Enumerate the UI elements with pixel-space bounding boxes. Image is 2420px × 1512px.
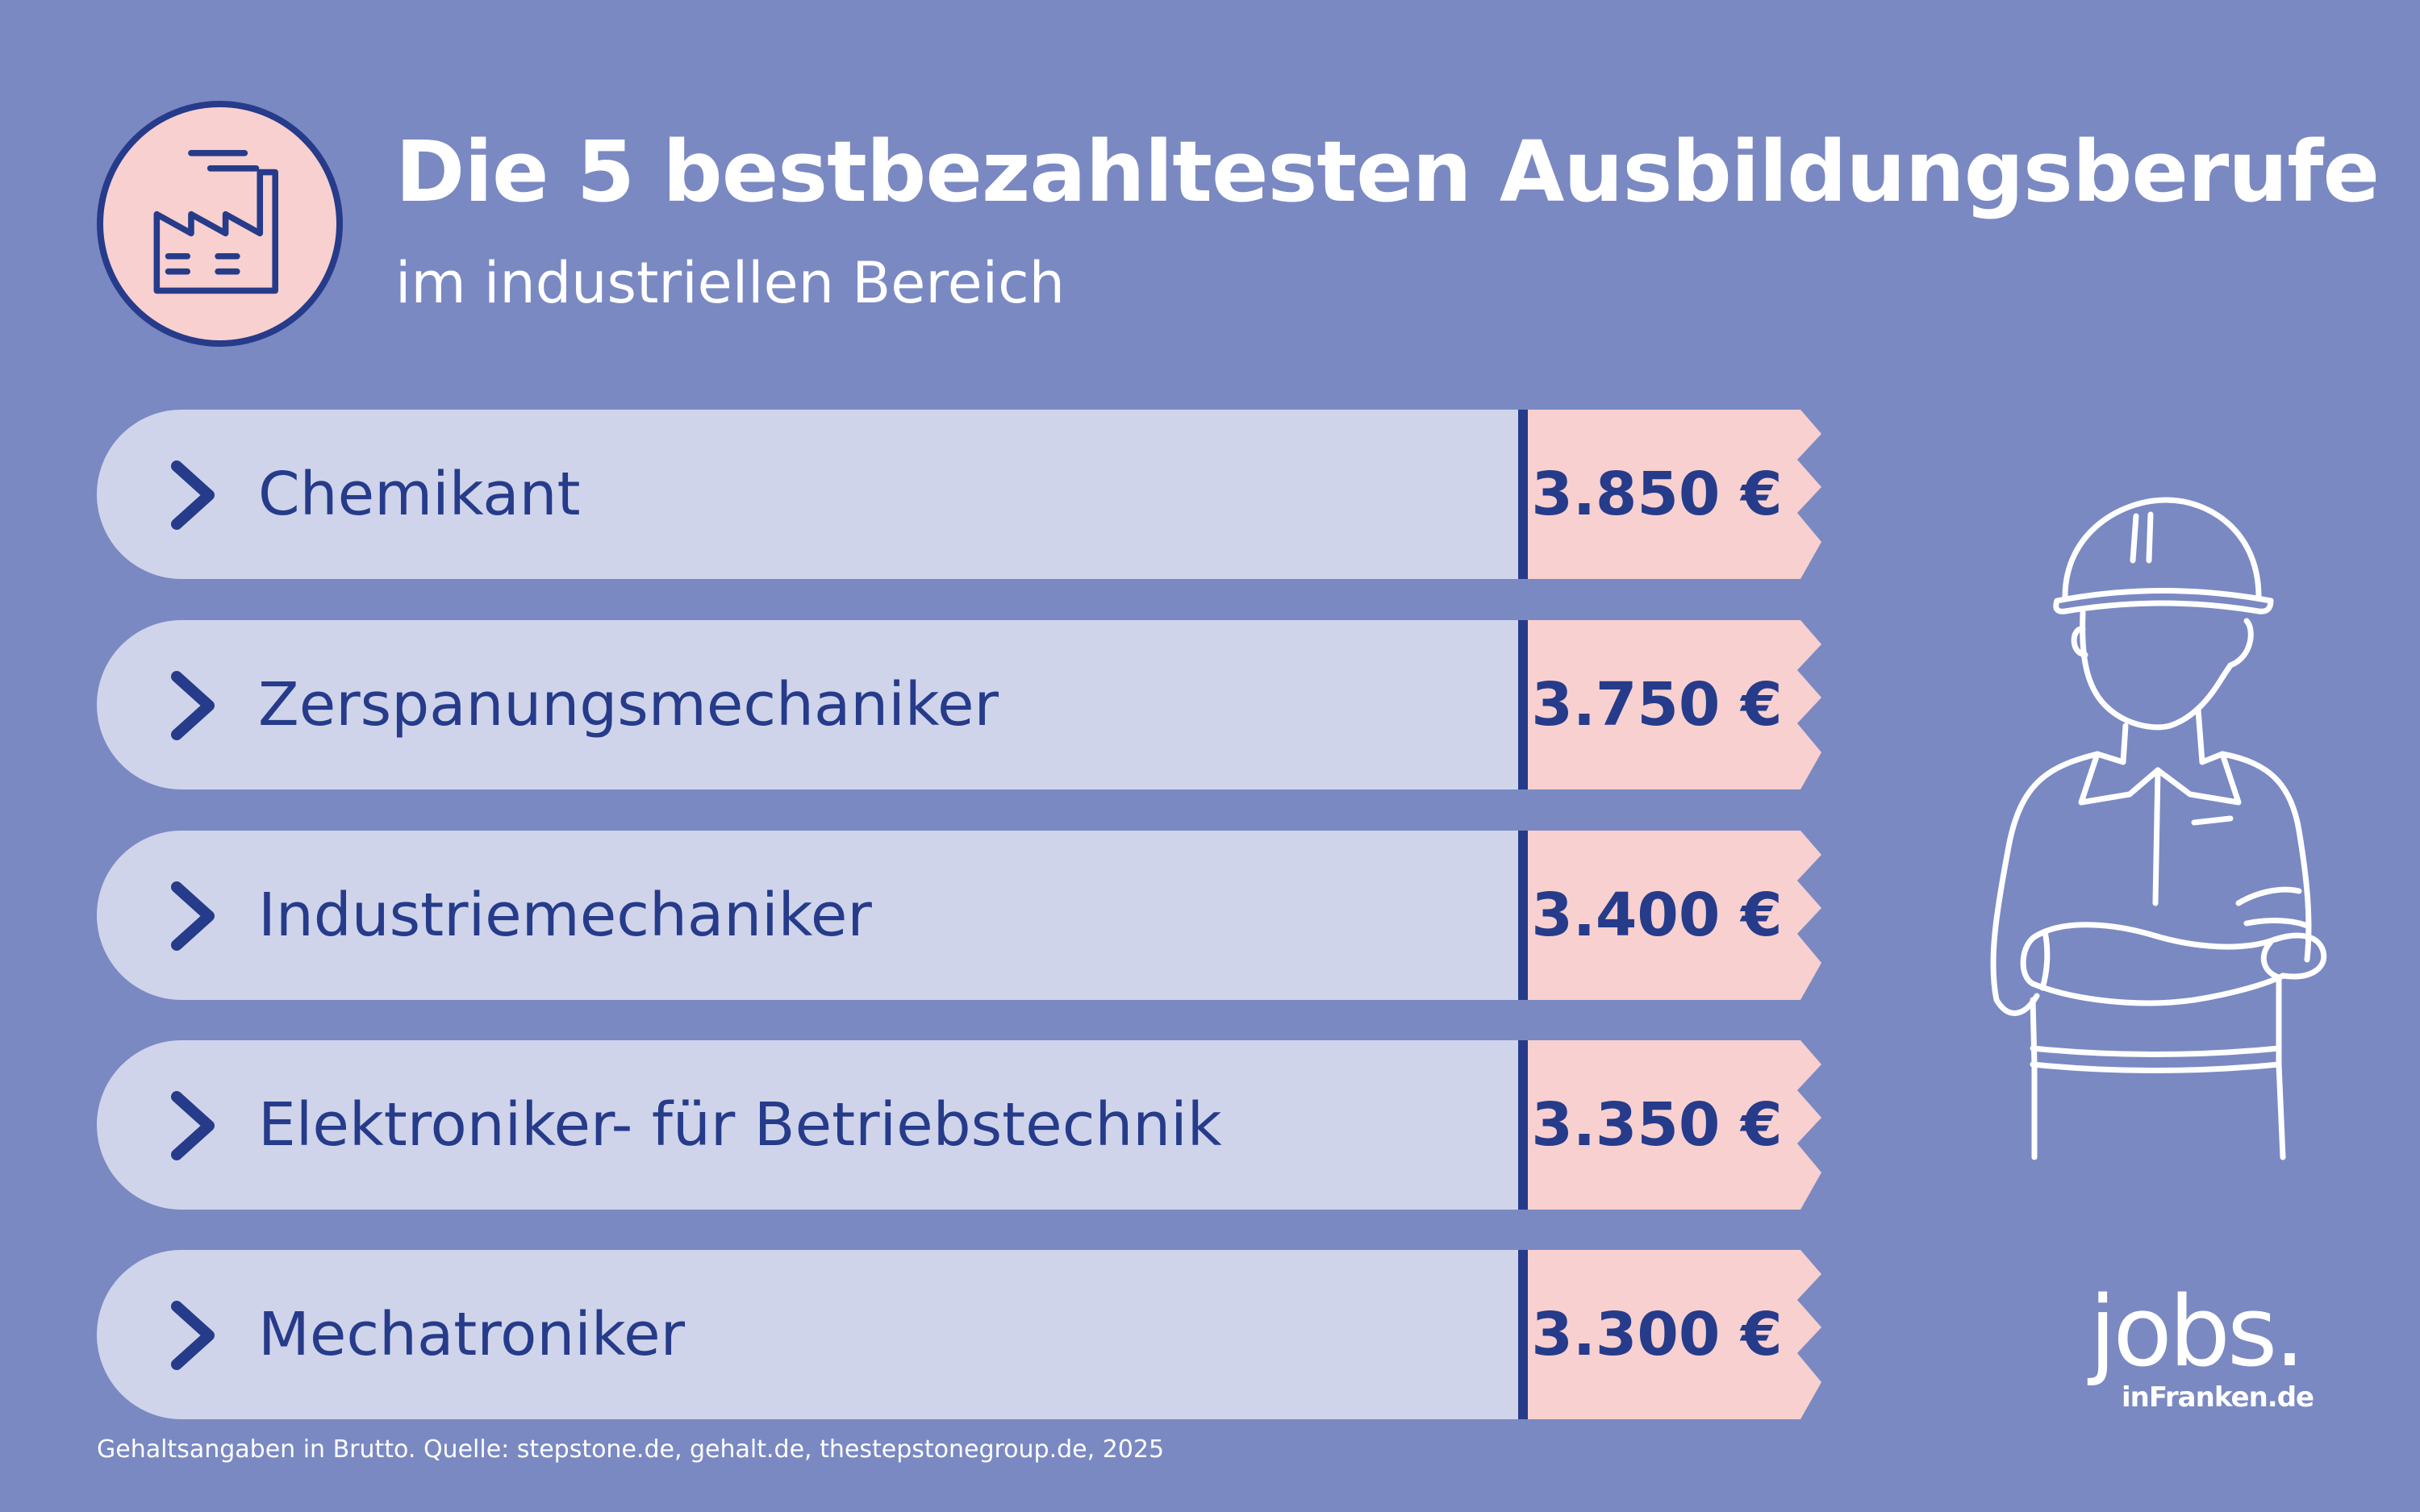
row-bar (97, 1040, 1525, 1210)
price-tag (1528, 620, 1821, 789)
job-label: Mechatroniker (258, 1300, 686, 1369)
salary-value: 3.300 € (1531, 1300, 1783, 1369)
price-tag (1528, 831, 1821, 1000)
page-title: Die 5 bestbezahltesten Ausbildungsberufe (395, 123, 2380, 221)
row-divider (1518, 410, 1528, 579)
salary-value: 3.850 € (1531, 460, 1783, 529)
chevron-right-icon (171, 881, 215, 951)
price-tag (1528, 410, 1821, 579)
source-footnote: Gehaltsangaben in Brutto. Quelle: stepst… (97, 1435, 1165, 1464)
list-item: Elektroniker- für Betriebstechnik 3.350 … (97, 1040, 1821, 1210)
job-label: Chemikant (258, 460, 581, 529)
row-bar (97, 1250, 1525, 1419)
chevron-right-icon (171, 1301, 215, 1370)
chevron-right-icon (171, 1091, 215, 1160)
salary-value: 3.400 € (1531, 881, 1783, 950)
row-divider (1518, 620, 1528, 789)
logo-wordmark: jobs. (2089, 1277, 2305, 1389)
row-bar (97, 620, 1525, 789)
chevron-right-icon (171, 671, 215, 740)
brand-logo: jobs. inFranken.de (2089, 1281, 2331, 1418)
salary-value: 3.750 € (1531, 670, 1783, 739)
price-tag (1528, 1250, 1821, 1419)
list-item: Industriemechaniker 3.400 € (97, 831, 1821, 1000)
list-item: Chemikant 3.850 € (97, 410, 1821, 579)
row-divider (1518, 831, 1528, 1000)
list-item: Zerspanungsmechaniker 3.750 € (97, 620, 1821, 789)
logo-subtext: inFranken.de (2122, 1381, 2314, 1414)
chevron-right-icon (171, 460, 215, 530)
salary-value: 3.350 € (1531, 1090, 1783, 1160)
row-divider (1518, 1250, 1528, 1419)
row-divider (1518, 1040, 1528, 1210)
job-label: Industriemechaniker (258, 881, 872, 950)
page-subtitle: im industriellen Bereich (395, 250, 1065, 316)
list-item: Mechatroniker 3.300 € (97, 1250, 1821, 1419)
factory-icon (97, 101, 343, 347)
job-label: Zerspanungsmechaniker (258, 670, 999, 739)
construction-worker-icon (1990, 497, 2327, 1160)
price-tag (1528, 1040, 1821, 1210)
row-bar (97, 410, 1525, 579)
job-label: Elektroniker- für Betriebstechnik (258, 1090, 1222, 1160)
row-bar (97, 831, 1525, 1000)
